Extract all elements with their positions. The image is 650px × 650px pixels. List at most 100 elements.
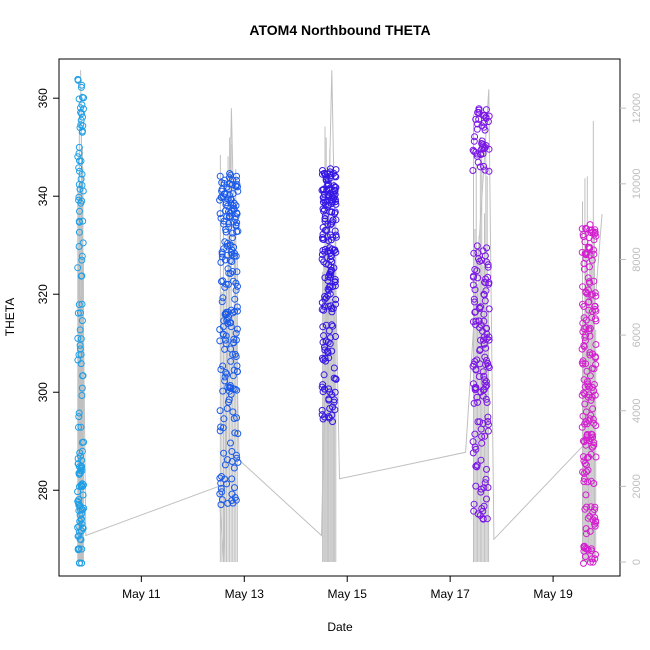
- data-point: [330, 264, 338, 272]
- data-point: [330, 396, 338, 404]
- data-point: [230, 464, 238, 472]
- data-point: [586, 415, 594, 423]
- data-point: [79, 524, 87, 532]
- data-point: [222, 199, 230, 207]
- data-point: [470, 399, 478, 407]
- data-point: [589, 405, 597, 413]
- data-point: [234, 282, 241, 290]
- data-point: [232, 182, 240, 190]
- data-point: [75, 423, 82, 431]
- data-point: [331, 172, 339, 180]
- data-point: [232, 279, 240, 287]
- data-point: [472, 462, 480, 470]
- data-point: [476, 347, 484, 354]
- data-point: [221, 176, 229, 184]
- data-point: [233, 386, 241, 394]
- data-point: [224, 308, 232, 316]
- data-point: [484, 418, 492, 425]
- data-point: [232, 286, 240, 294]
- data-point: [322, 337, 330, 345]
- data-point: [322, 321, 330, 329]
- data-point: [326, 290, 334, 298]
- y2-tick-label: 2000: [631, 474, 643, 498]
- data-point: [228, 258, 236, 265]
- data-point: [223, 405, 231, 412]
- data-point: [480, 386, 488, 394]
- data-point: [218, 194, 225, 201]
- data-point: [331, 388, 339, 396]
- data-point: [234, 430, 242, 438]
- data-point: [78, 317, 86, 325]
- data-point: [479, 368, 487, 376]
- data-point: [482, 106, 490, 114]
- data-point: [74, 334, 82, 342]
- data-point: [79, 491, 87, 499]
- data-point: [75, 532, 83, 540]
- x-tick-label: May 19: [533, 587, 573, 601]
- data-point: [477, 321, 485, 329]
- data-point: [592, 292, 600, 300]
- data-point: [482, 395, 490, 403]
- data-point: [591, 302, 599, 310]
- y-tick-label: 360: [36, 88, 50, 108]
- data-point: [78, 256, 86, 264]
- data-point: [582, 491, 590, 499]
- data-point: [325, 283, 333, 291]
- data-point: [485, 336, 493, 344]
- data-point: [75, 409, 83, 417]
- data-point: [470, 295, 478, 303]
- data-point: [321, 385, 328, 393]
- data-point: [233, 414, 241, 422]
- data-point: [78, 300, 86, 308]
- data-point: [587, 450, 595, 458]
- data-point: [481, 166, 489, 174]
- data-point: [217, 479, 225, 487]
- data-point: [470, 249, 478, 257]
- x-axis-label: Date: [327, 620, 353, 634]
- data-point: [232, 213, 240, 221]
- data-point: [78, 520, 86, 528]
- data-point: [319, 323, 327, 331]
- data-point: [77, 423, 85, 431]
- data-point: [582, 553, 589, 561]
- data-point: [592, 341, 600, 348]
- data-point: [220, 245, 228, 253]
- data-point: [581, 400, 589, 408]
- data-point: [589, 558, 597, 566]
- data-point: [80, 105, 87, 113]
- data-point: [482, 378, 490, 386]
- data-point: [483, 515, 491, 523]
- data-point: [220, 449, 228, 457]
- data-point: [474, 274, 482, 282]
- data-point: [586, 351, 594, 359]
- data-point: [472, 482, 480, 490]
- data-point: [481, 297, 489, 305]
- data-point: [590, 277, 598, 285]
- data-point: [230, 339, 238, 347]
- data-point: [78, 81, 86, 89]
- data-point: [478, 145, 486, 153]
- data-point: [482, 275, 490, 283]
- data-point: [581, 505, 589, 513]
- data-point: [233, 325, 241, 333]
- data-point: [232, 451, 240, 459]
- data-point: [322, 357, 330, 365]
- data-point: [580, 457, 588, 465]
- data-point: [480, 484, 488, 492]
- data-point: [478, 433, 486, 440]
- data-point: [324, 202, 332, 210]
- y-tick-label: 320: [36, 284, 50, 304]
- data-point: [223, 183, 231, 191]
- y2-tick-label: 12000: [631, 93, 643, 124]
- data-point: [483, 465, 490, 473]
- data-point: [583, 436, 591, 444]
- data-point: [584, 298, 592, 306]
- data-point: [332, 231, 340, 239]
- data-point: [76, 449, 84, 457]
- data-point: [475, 373, 483, 380]
- data-point: [78, 101, 86, 109]
- data-point: [226, 170, 234, 177]
- data-point: [218, 496, 226, 504]
- data-point: [582, 525, 590, 533]
